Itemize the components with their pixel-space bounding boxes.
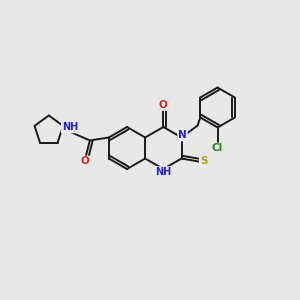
Text: O: O — [159, 100, 168, 110]
Text: NH: NH — [62, 122, 78, 133]
Text: Cl: Cl — [212, 143, 223, 153]
Text: O: O — [80, 157, 89, 166]
Text: S: S — [200, 157, 207, 166]
Text: NH: NH — [155, 167, 172, 177]
Text: N: N — [178, 130, 187, 140]
